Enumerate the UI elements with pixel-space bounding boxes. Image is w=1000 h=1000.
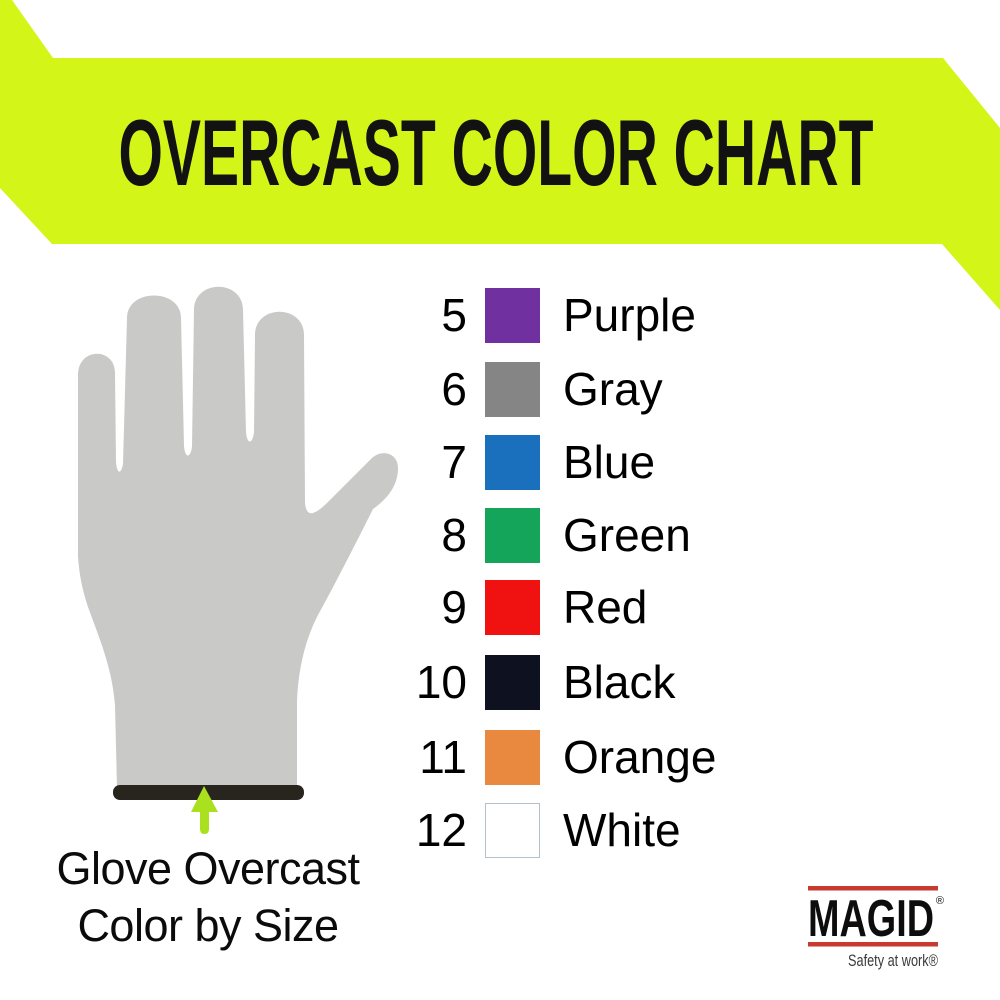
logo-wordmark: MAGID [808, 890, 934, 948]
color-name: White [563, 804, 681, 856]
color-swatch-green [485, 508, 540, 563]
size-number: 12 [415, 804, 467, 856]
glove-caption-line1: Glove Overcast [56, 843, 360, 894]
size-number: 7 [441, 436, 467, 488]
glove-caption-line2: Color by Size [77, 900, 339, 951]
color-swatch-orange [485, 730, 540, 785]
legend-row-size-9: 9 Red [407, 580, 647, 635]
color-name: Blue [563, 436, 656, 488]
logo-registered-mark: ® [936, 895, 944, 907]
color-name: Gray [563, 363, 663, 415]
arrow-up-icon [191, 786, 218, 834]
page-title: OVERCAST COLOR CHART [119, 100, 874, 205]
magid-logo: MAGID ® Safety at work® [808, 886, 944, 970]
color-swatch-red [485, 580, 540, 635]
color-swatch-purple [485, 288, 540, 343]
glove-cuff-band [113, 785, 304, 800]
banner-ribbon [0, 0, 1000, 310]
size-number: 6 [441, 363, 467, 415]
color-name: Black [563, 656, 676, 708]
color-swatch-white [485, 803, 540, 858]
color-name: Orange [563, 731, 717, 783]
color-name: Green [563, 509, 691, 561]
logo-bottom-bar [808, 942, 938, 947]
size-number: 11 [419, 731, 467, 783]
logo-top-bar [808, 886, 938, 891]
color-name: Purple [563, 289, 696, 341]
logo-tagline: Safety at work® [848, 952, 938, 970]
color-name: Red [563, 581, 648, 633]
legend-row-size-5: 5 Purple [407, 288, 696, 343]
size-number: 5 [441, 289, 467, 341]
glove-illustration [78, 286, 399, 788]
legend-row-size-12: 12 White [407, 803, 681, 858]
color-swatch-blue [485, 435, 540, 490]
glove-caption: Glove Overcast Color by Size [30, 840, 386, 954]
legend-row-size-6: 6 Gray [407, 362, 663, 417]
legend-row-size-8: 8 Green [407, 508, 691, 563]
legend-row-size-10: 10 Black [407, 655, 675, 710]
legend-row-size-11: 11 Orange [407, 730, 716, 785]
color-swatch-black [485, 655, 540, 710]
color-swatch-gray [485, 362, 540, 417]
legend-row-size-7: 7 Blue [407, 435, 655, 490]
size-number: 8 [441, 509, 467, 561]
size-number: 10 [415, 656, 467, 708]
size-number: 9 [441, 581, 467, 633]
